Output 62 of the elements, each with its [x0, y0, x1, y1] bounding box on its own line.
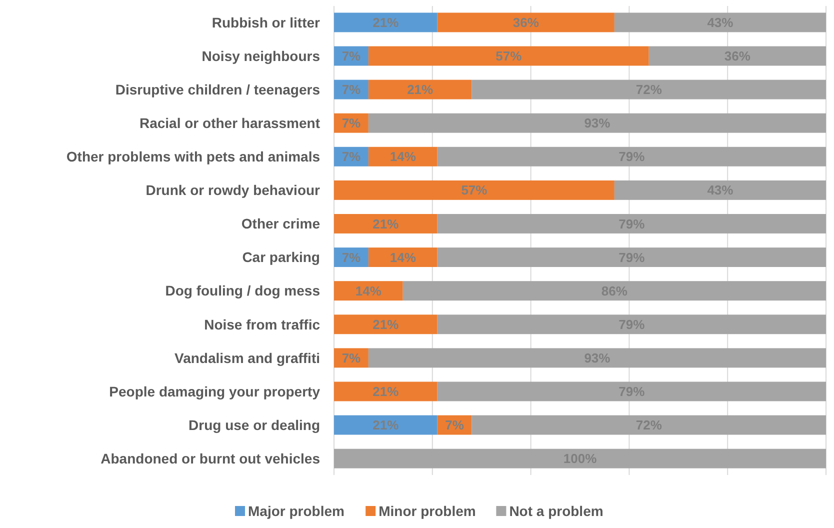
y-tick-label: Drunk or rowdy behaviour: [146, 182, 321, 198]
data-label: 21%: [407, 82, 434, 98]
bar: [437, 146, 826, 166]
data-label: 7%: [342, 250, 362, 265]
bar: [334, 415, 438, 435]
y-tick-label: Noisy neighbours: [202, 48, 320, 64]
bar: [334, 281, 403, 301]
data-label: 7%: [342, 149, 362, 164]
bar: [368, 80, 472, 100]
y-tick-label: Rubbish or litter: [212, 14, 321, 30]
bar: [334, 180, 614, 200]
data-label: 7%: [342, 350, 362, 366]
y-tick-label: People damaging your property: [109, 383, 320, 400]
bar: [368, 113, 826, 133]
data-label: 7%: [342, 116, 362, 131]
bar: [614, 180, 826, 200]
legend-label: Not a problem: [509, 502, 604, 519]
y-tick-label: Car parking: [242, 249, 320, 266]
y-tick-label: Vandalism and graffiti: [174, 350, 320, 366]
bar: [437, 248, 826, 268]
data-label: 36%: [512, 14, 540, 30]
bar: [648, 46, 826, 66]
data-label: 14%: [390, 250, 416, 265]
bar: [368, 46, 649, 66]
bar: [437, 314, 826, 334]
data-label: 21%: [372, 384, 400, 400]
y-tick-label: Abandoned or burnt out vehicles: [100, 450, 320, 466]
data-label: 21%: [372, 316, 400, 332]
bar: [334, 314, 438, 334]
bar: [472, 415, 826, 435]
data-label: 57%: [461, 182, 488, 198]
bar: [334, 214, 438, 234]
data-label: 7%: [342, 48, 362, 64]
data-label: 21%: [372, 216, 400, 232]
bar: [368, 348, 826, 368]
bar: [437, 214, 826, 234]
data-label: 7%: [342, 82, 362, 98]
bar: [437, 12, 614, 32]
data-label: 21%: [372, 14, 400, 30]
bar: [368, 146, 438, 166]
bar: [368, 248, 438, 268]
bar: [437, 382, 826, 402]
bar: [402, 281, 826, 301]
bar: [334, 12, 438, 32]
data-label: 21%: [372, 418, 400, 433]
bar: [472, 80, 826, 100]
y-tick-label: Other crime: [241, 216, 320, 232]
data-label: 7%: [445, 418, 464, 433]
legend-label: Minor problem: [378, 502, 476, 519]
y-tick-label: Noise from traffic: [204, 316, 320, 332]
legend-label: Major problem: [248, 502, 344, 519]
y-tick-label: Drug use or dealing: [188, 416, 320, 433]
y-tick-label: Disruptive children / teenagers: [115, 81, 320, 98]
data-label: 57%: [496, 48, 522, 64]
y-tick-label: Racial or other harassment: [139, 114, 320, 131]
data-label: 14%: [355, 283, 382, 298]
y-tick-label: Dog fouling / dog mess: [165, 282, 320, 299]
data-label: 14%: [390, 149, 416, 164]
y-tick-label: Other problems with pets and animals: [66, 148, 320, 165]
bar: [334, 448, 826, 468]
bar: [334, 382, 438, 402]
bar: [614, 12, 826, 32]
